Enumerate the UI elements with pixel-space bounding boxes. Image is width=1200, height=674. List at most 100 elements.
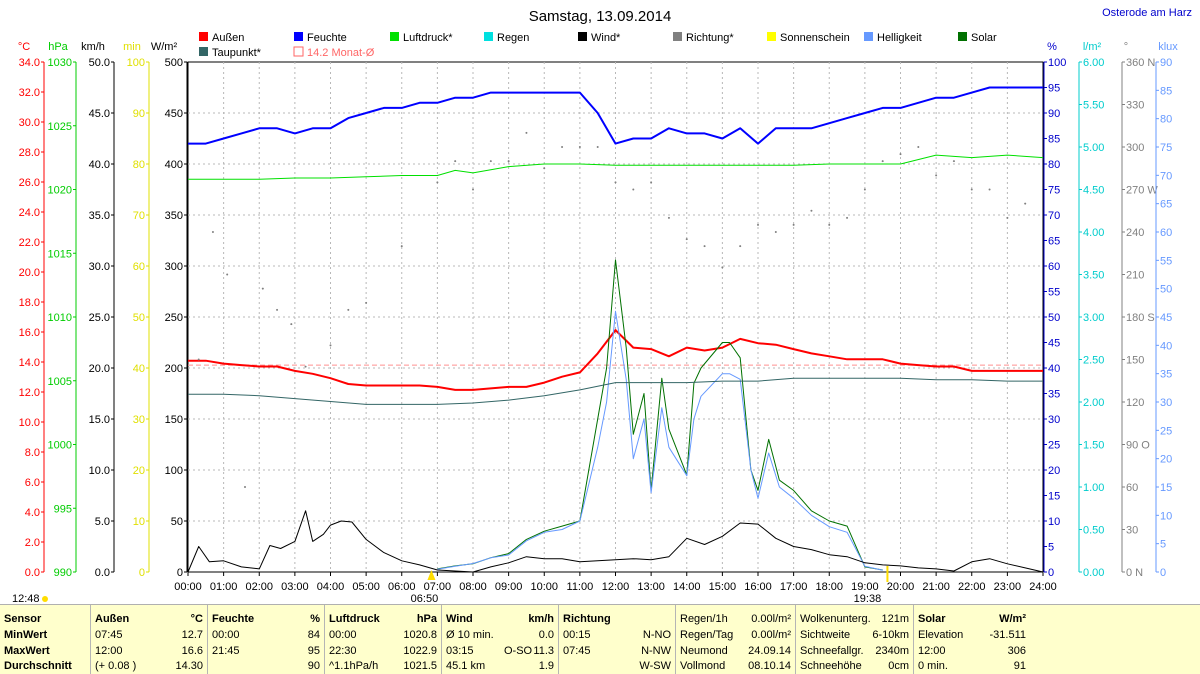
direction-point <box>525 131 528 134</box>
tick-label-klux: 40 <box>1160 340 1172 352</box>
legend-item: 14.2 Monat-Ø <box>293 46 375 59</box>
legend-item: Sonnenschein <box>767 32 850 44</box>
col-wolken: Wolkenunterg. 121m Sichtweite 6-10km Schne… <box>795 605 913 674</box>
tick-label-celsius: 22.0 <box>19 237 40 249</box>
tick-label-lm2: 0.00 <box>1083 567 1104 579</box>
tick-label-klux: 20 <box>1160 454 1172 466</box>
tick-label-percent: 100 <box>1048 57 1066 69</box>
tick-label-deg: 30 <box>1126 525 1138 537</box>
tick-label-celsius: 2.0 <box>25 537 40 549</box>
wind-distance: 45.1 km <box>446 660 486 672</box>
direction-point <box>792 223 795 226</box>
direction-point <box>304 365 307 368</box>
tick-label-wm2: 400 <box>165 159 183 171</box>
tick-label-min: 90 <box>133 108 145 120</box>
schneehoehe-val: 0cm <box>888 660 909 672</box>
row-label-sensor: Sensor <box>4 613 42 625</box>
x-tick-label: 13:00 <box>637 581 665 593</box>
legend-item: Luftdruck* <box>390 32 453 44</box>
direction-point <box>774 231 777 233</box>
sicht-val: 6-10km <box>872 629 909 641</box>
tick-label-lm2: 3.00 <box>1083 312 1104 324</box>
aussen-min-time: 07:45 <box>95 629 123 641</box>
tick-label-celsius: 0.0 <box>25 567 40 579</box>
tick-label-wm2: 150 <box>165 414 183 426</box>
aussen-unit: °C <box>190 613 203 625</box>
tick-label-percent: 35 <box>1048 389 1060 401</box>
tick-label-klux: 45 <box>1160 312 1172 324</box>
current-time-marker <box>42 596 48 602</box>
series-außen <box>188 329 1043 391</box>
luftdruck-max-val: 1022.9 <box>403 645 437 657</box>
wind-row1-label: Ø 10 min. <box>446 629 494 641</box>
tick-label-deg: 0 N <box>1126 567 1143 579</box>
stats-table: Sensor MinWert MaxWert Durchschnitt Auße… <box>0 604 1200 674</box>
tick-label-kmh: 30.0 <box>89 261 110 273</box>
luftdruck-trend: ^1.1hPa/h <box>329 660 379 672</box>
x-tick-label: 10:00 <box>530 581 558 593</box>
tick-label-min: 20 <box>133 465 145 477</box>
grid <box>187 61 1044 573</box>
luftdruck-unit: hPa <box>416 613 437 625</box>
tick-label-percent: 80 <box>1048 159 1060 171</box>
series-line <box>437 310 883 571</box>
tick-label-wm2: 200 <box>165 363 183 375</box>
tick-label-lm2: 4.00 <box>1083 227 1104 239</box>
wind-max-val: 11.3 <box>533 645 554 657</box>
legend-swatch <box>578 32 587 41</box>
x-tick-label: 24:00 <box>1029 581 1057 593</box>
direction-point <box>1006 216 1009 219</box>
series-line <box>437 259 883 571</box>
schneefall-label: Schneefallgr. <box>800 645 864 657</box>
legend-item: Regen <box>484 32 529 44</box>
tick-label-hpa: 1010 <box>48 312 72 324</box>
tick-label-lm2: 2.00 <box>1083 397 1104 409</box>
tick-label-wm2: 0 <box>177 567 183 579</box>
chart-title: Samstag, 13.09.2014 <box>529 8 672 25</box>
tick-label-deg: 60 <box>1126 482 1138 494</box>
x-tick-label: 11:00 <box>567 581 594 593</box>
tick-label-wm2: 450 <box>165 108 183 120</box>
axis-unit-celsius: °C <box>18 41 30 53</box>
x-tick-label: 02:00 <box>245 581 273 593</box>
axes: °C 34.0 32.0 30.0 28.0 26.0 24.0 22.0 20.0 18.0 16… <box>18 41 1178 579</box>
axis-unit-wm2: W/m² <box>151 41 178 53</box>
direction-point <box>703 245 706 248</box>
x-tick-label: 03:00 <box>281 581 309 593</box>
tick-label-klux: 75 <box>1160 142 1172 154</box>
richtung-avg-val: W-SW <box>639 660 671 672</box>
tick-label-deg: 90 O <box>1126 440 1150 452</box>
axis-celsius: °C 34.0 32.0 30.0 28.0 26.0 24.0 22.0 20.0 18.0 16… <box>18 41 45 579</box>
tick-label-lm2: 4.50 <box>1083 185 1104 197</box>
tick-label-celsius: 18.0 <box>19 297 40 309</box>
direction-point <box>197 358 200 361</box>
feuchte-min-val: 84 <box>307 629 320 641</box>
legend-swatch <box>199 47 208 56</box>
regen-1h-label: Regen/1h <box>680 613 728 625</box>
tick-label-klux: 65 <box>1160 199 1172 211</box>
tick-label-klux: 85 <box>1160 85 1172 97</box>
tick-label-deg: 240 <box>1126 227 1144 239</box>
tick-label-wm2: 50 <box>171 516 183 528</box>
tick-label-lm2: 5.00 <box>1083 142 1104 154</box>
legend-swatch <box>958 32 967 41</box>
direction-point <box>507 160 510 163</box>
tick-label-klux: 80 <box>1160 114 1172 126</box>
col-wind: Wind km/h Ø 10 min. 0.0 03:15 O-SO 11.3 45.1… <box>441 605 558 674</box>
aussen-avg-val: 14.30 <box>175 660 203 672</box>
tick-label-hpa: 990 <box>54 567 72 579</box>
direction-point <box>988 188 991 191</box>
x-tick-label: 01:00 <box>210 581 238 593</box>
legend-swatch <box>294 32 303 41</box>
tick-label-lm2: 1.00 <box>1083 482 1104 494</box>
solar-head: Solar <box>918 613 946 625</box>
axis-hpa: hPa 1030 1025 1020 1015 1010 1005 1000 995 990 <box>48 41 77 579</box>
aussen-head: Außen <box>95 613 130 625</box>
legend-swatch <box>767 32 776 41</box>
aussen-trend: (+ 0.08 ) <box>95 660 137 672</box>
tick-label-klux: 5 <box>1160 539 1166 551</box>
tick-label-hpa: 1000 <box>48 440 72 452</box>
schneehoehe-label: Schneehöhe <box>800 660 862 672</box>
tick-label-deg: 270 W <box>1126 185 1158 197</box>
tick-label-min: 80 <box>133 159 145 171</box>
